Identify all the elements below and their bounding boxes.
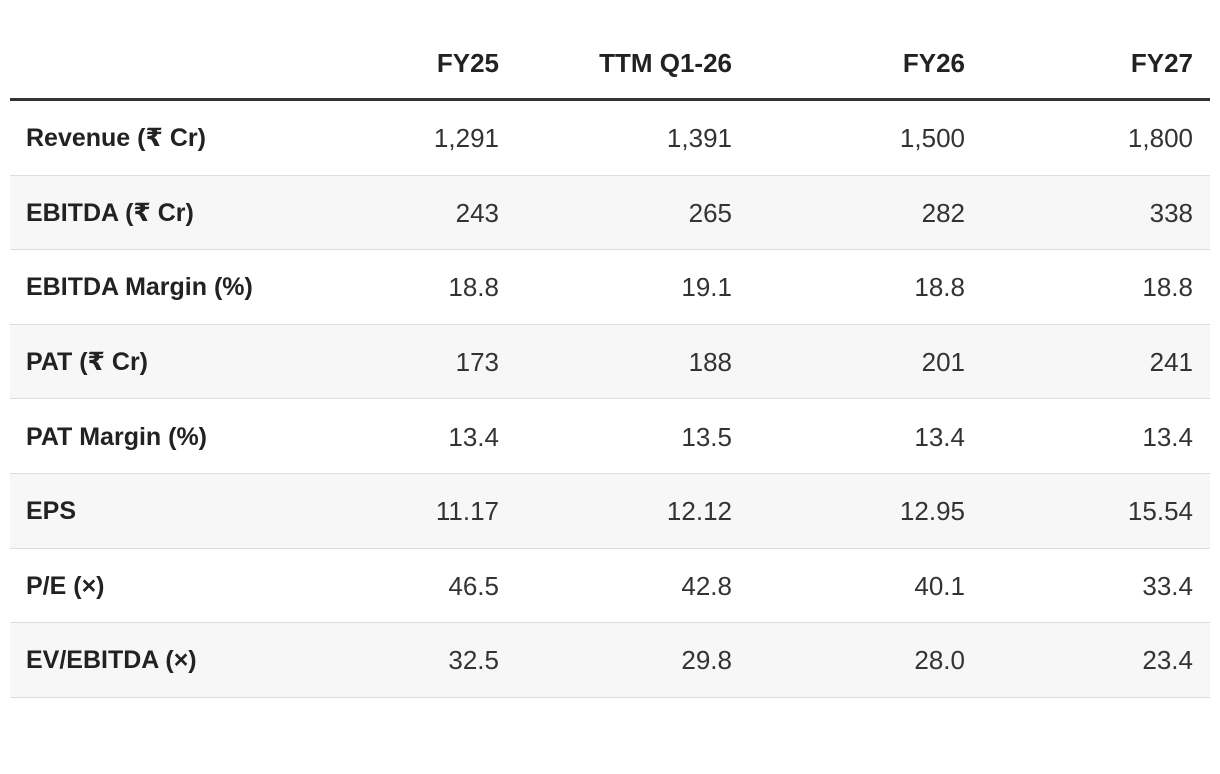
cell-value: 32.5 <box>448 645 499 676</box>
cell-value: 46.5 <box>448 570 499 601</box>
row-label: Revenue (₹ Cr) <box>26 124 206 153</box>
header-rule <box>10 98 1210 101</box>
table-row: PAT Margin (%) 13.4 13.5 13.4 13.4 <box>10 399 1210 474</box>
cell-value: 12.12 <box>666 496 732 527</box>
cell-value: 42.8 <box>681 570 732 601</box>
cell-value: 243 <box>455 197 499 228</box>
column-header: TTM Q1-26 <box>599 48 732 78</box>
table-row: EBITDA (₹ Cr) 243 265 282 338 <box>10 175 1210 251</box>
cell-value: 18.8 <box>914 272 965 303</box>
column-header: FY26 <box>902 48 965 78</box>
row-label: EBITDA (₹ Cr) <box>26 198 194 227</box>
cell-value: 11.17 <box>435 496 499 527</box>
cell-value: 173 <box>455 347 499 378</box>
cell-value: 201 <box>921 347 965 378</box>
cell-value: 265 <box>688 197 732 228</box>
cell-value: 13.4 <box>448 421 499 452</box>
table-row: Revenue (₹ Cr) 1,291 1,391 1,500 1,800 <box>10 101 1210 176</box>
column-header: FY25 <box>436 48 499 78</box>
row-label: EV/EBITDA (×) <box>26 646 197 675</box>
cell-value: 1,800 <box>1127 123 1193 154</box>
table-row: P/E (×) 46.5 42.8 40.1 33.4 <box>10 549 1210 624</box>
cell-value: 13.4 <box>914 421 965 452</box>
row-label: PAT (₹ Cr) <box>26 348 149 377</box>
table-row: EPS 11.17 12.12 12.95 15.54 <box>10 474 1210 549</box>
cell-value: 15.54 <box>1127 496 1193 527</box>
cell-value: 338 <box>1149 197 1193 228</box>
cell-value: 1,500 <box>899 123 965 154</box>
cell-value: 282 <box>921 197 965 228</box>
column-header: FY27 <box>1130 48 1193 78</box>
cell-value: 188 <box>688 347 732 378</box>
table-row: PAT (₹ Cr) 173 188 201 241 <box>10 324 1210 400</box>
cell-value: 1,291 <box>433 123 499 154</box>
table-row: EV/EBITDA (×) 32.5 29.8 28.0 23.4 <box>10 623 1210 698</box>
cell-value: 13.4 <box>1142 421 1193 452</box>
cell-value: 19.1 <box>681 272 732 303</box>
cell-value: 33.4 <box>1142 570 1193 601</box>
cell-value: 13.5 <box>681 421 732 452</box>
row-label: PAT Margin (%) <box>26 422 208 451</box>
cell-value: 1,391 <box>666 123 732 154</box>
cell-value: 241 <box>1149 347 1193 378</box>
row-label: EBITDA Margin (%) <box>26 273 253 302</box>
cell-value: 18.8 <box>448 272 499 303</box>
table-row: EBITDA Margin (%) 18.8 19.1 18.8 18.8 <box>10 250 1210 325</box>
row-label: P/E (×) <box>26 571 105 600</box>
cell-value: 12.95 <box>899 496 965 527</box>
cell-value: 23.4 <box>1142 645 1193 676</box>
cell-value: 28.0 <box>914 645 965 676</box>
cell-value: 18.8 <box>1142 272 1193 303</box>
row-label: EPS <box>26 497 77 526</box>
cell-value: 29.8 <box>681 645 732 676</box>
cell-value: 40.1 <box>914 570 965 601</box>
data-table: FY25 TTM Q1-26 FY26 FY27 Revenue (₹ Cr) 1,291… <box>10 0 1210 700</box>
